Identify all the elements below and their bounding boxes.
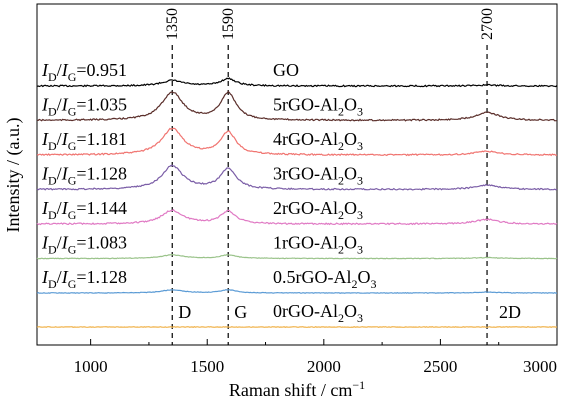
- x-axis-label-main: Raman shift / cm: [229, 380, 352, 400]
- spectrum-line: [36, 77, 558, 88]
- x-axis-label-sup: −1: [352, 378, 365, 392]
- intensity-ratio-label: ID/IG=1.144: [41, 198, 127, 222]
- intensity-ratio-label: ID/IG=1.035: [41, 95, 127, 119]
- y-axis-label: Intensity / (a.u.): [3, 118, 24, 233]
- series-labels: GO ID/IG=0.951 5rGO-Al2O3 ID/IG=1.035 4rGO-A…: [41, 60, 377, 325]
- ref-line-top-label: 1350: [164, 8, 181, 40]
- series-name-label: 1rGO-Al2O3: [273, 233, 363, 257]
- spectrum-line: [36, 208, 558, 226]
- intensity-ratio-label: ID/IG=1.181: [41, 129, 127, 153]
- x-tick-label: 1500: [190, 357, 224, 376]
- x-tick-label: 1000: [74, 357, 108, 376]
- x-axis-label: Raman shift / cm−1: [229, 378, 365, 400]
- x-tick-label: 3000: [523, 357, 557, 376]
- intensity-ratio-label: ID/IG=1.128: [41, 164, 127, 188]
- intensity-ratio-label: ID/IG=1.083: [41, 233, 127, 257]
- series-name-label: 2rGO-Al2O3: [273, 198, 363, 222]
- spectrum-line: [36, 288, 557, 294]
- spectrum-line: [36, 326, 558, 328]
- series-name-label: 5rGO-Al2O3: [273, 95, 363, 119]
- x-tick-label: 2500: [423, 357, 457, 376]
- ref-line-top-label: 1590: [220, 8, 237, 40]
- series-name-label: GO: [273, 60, 299, 80]
- spectra: [36, 77, 558, 328]
- series-name-label: 0.5rGO-Al2O3: [273, 267, 377, 291]
- series-name-label: 0rGO-Al2O3: [273, 301, 363, 325]
- spectrum-line: [36, 90, 557, 122]
- series-name-label: 3rGO-Al2O3: [273, 164, 363, 188]
- ref-line-bottom-label: D: [178, 302, 191, 322]
- series-name-label: 4rGO-Al2O3: [273, 129, 363, 153]
- reference-lines: 1350 D 1590 G 2700 2D: [164, 8, 521, 345]
- spectrum-line: [36, 164, 558, 191]
- ref-line-top-label: 2700: [479, 8, 496, 40]
- spectrum-line: [36, 127, 558, 157]
- intensity-ratio-label: ID/IG=0.951: [41, 60, 127, 84]
- x-axis: 1000 1500 2000 2500 3000: [74, 339, 558, 376]
- plot-frame: [36, 3, 558, 346]
- ref-line-bottom-label: G: [234, 302, 247, 322]
- x-tick-label: 2000: [307, 357, 341, 376]
- spectrum-line: [36, 253, 558, 260]
- intensity-ratio-label: ID/IG=1.128: [41, 267, 127, 291]
- ref-line-bottom-label: 2D: [499, 302, 521, 322]
